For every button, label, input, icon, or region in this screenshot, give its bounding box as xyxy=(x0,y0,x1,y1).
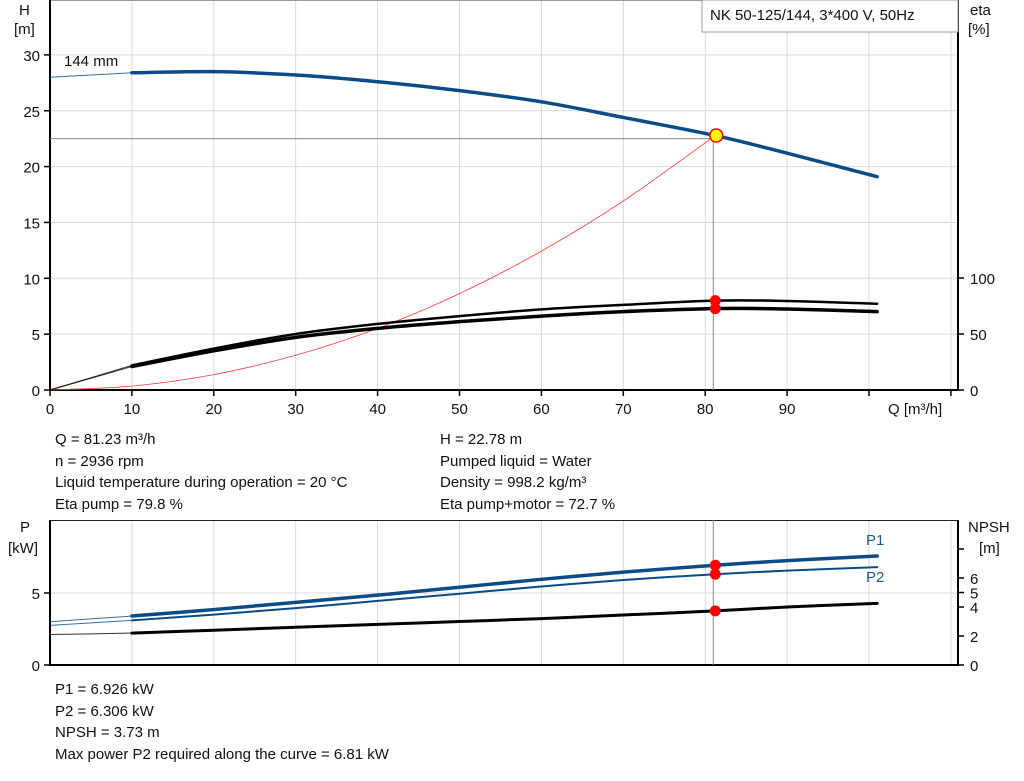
h-tick-label: 20 xyxy=(23,160,40,177)
h-tick-label: 30 xyxy=(23,48,40,65)
temperature-value: Liquid temperature during operation = 20… xyxy=(55,474,348,491)
p2-curve-extrapolated xyxy=(49,619,132,626)
npsh-axis-unit: [m] xyxy=(979,540,1000,557)
h-axis-unit: [m] xyxy=(14,21,35,38)
npsh-tick-label: 0 xyxy=(970,658,978,675)
markers xyxy=(709,128,724,617)
p2-curve xyxy=(130,566,879,622)
eta-pump-motor-curve xyxy=(130,306,879,369)
eta-pump-motor-value: Eta pump+motor = 72.7 % xyxy=(440,495,616,513)
system-curve xyxy=(49,135,716,391)
p1-curve-extrapolated xyxy=(49,615,132,623)
x-tick-label: 80 xyxy=(697,401,714,418)
eta-pump-motor-curve-extrapolated xyxy=(49,365,133,391)
p1-curve xyxy=(130,554,879,618)
p2-value: P2 = 6.306 kW xyxy=(55,702,154,720)
eta-pump-motor-point xyxy=(709,303,721,315)
head-curve-extrapolated xyxy=(49,72,132,78)
h-tick-label: 15 xyxy=(23,215,40,232)
p-tick-label: 0 xyxy=(32,658,40,675)
max-power-value: Max power P2 required along the curve = … xyxy=(55,745,389,763)
npsh-curve-extrapolated xyxy=(49,632,132,636)
title-box: NK 50-125/144, 3*400 V, 50Hz xyxy=(701,0,959,33)
x-tick-label: 90 xyxy=(779,401,796,418)
p-axis-label: P xyxy=(20,519,30,536)
eta-axis-unit: [%] xyxy=(968,21,990,38)
x-tick-label: 70 xyxy=(615,401,632,418)
h-tick-label: 0 xyxy=(32,383,40,400)
npsh-point xyxy=(709,605,721,617)
npsh-tick-label: 6 xyxy=(970,571,978,588)
x-tick-label: 60 xyxy=(533,401,550,418)
npsh-tick-label: 5 xyxy=(970,586,978,603)
head-curve xyxy=(130,69,879,179)
x-tick-label: 50 xyxy=(451,401,468,418)
operating-info-right: H = 22.78 m Pumped liquid = Water Densit… xyxy=(440,429,615,515)
h-tick-label: 25 xyxy=(23,104,40,121)
eta-pump-value: Eta pump = 79.8 % xyxy=(55,495,183,513)
grid xyxy=(50,0,958,665)
impeller-label: 144 mm xyxy=(64,53,118,70)
duty-point xyxy=(709,128,724,143)
chart-title: NK 50-125/144, 3*400 V, 50Hz xyxy=(710,7,915,24)
head-value: H = 22.78 m xyxy=(440,431,523,448)
npsh-axis-label: NPSH xyxy=(968,519,1010,536)
npsh-value: NPSH = 3.73 m xyxy=(55,724,160,741)
x-tick-label: 20 xyxy=(205,401,222,418)
eta-pump-point xyxy=(709,295,721,307)
curves xyxy=(49,69,879,665)
eta-tick-label: 0 xyxy=(970,383,978,400)
flow-value: Q = 81.23 m³/h xyxy=(55,431,156,448)
q-axis-label: Q [m³/h] xyxy=(888,401,942,418)
p-tick-label: 5 xyxy=(32,586,40,603)
labels: 0 10 20 30 40 50 60 70 80 90051015202530050100050… xyxy=(23,48,995,675)
liquid-value: Pumped liquid = Water xyxy=(440,452,592,470)
h-tick-label: 5 xyxy=(32,327,40,344)
axes xyxy=(44,0,964,666)
x-tick-label: 40 xyxy=(369,401,386,418)
x-tick-label: 10 xyxy=(124,401,141,418)
eta-tick-label: 100 xyxy=(970,271,995,288)
p1-value: P1 = 6.926 kW xyxy=(55,681,154,698)
p2-point xyxy=(709,568,721,580)
eta-axis-label: eta xyxy=(970,2,992,19)
h-tick-label: 10 xyxy=(23,271,40,288)
eta-pump-curve xyxy=(130,299,879,367)
p1-legend-label: P1 xyxy=(866,532,884,549)
npsh-curve xyxy=(130,601,879,635)
x-tick-label: 30 xyxy=(287,401,304,418)
x-tick-label: 0 xyxy=(46,401,54,418)
density-value: Density = 998.2 kg/m³ xyxy=(440,474,587,491)
operating-info-left: Q = 81.23 m³/h n = 2936 rpm Liquid tempe… xyxy=(55,429,347,515)
npsh-tick-label: 2 xyxy=(970,629,978,646)
npsh-tick-label: 4 xyxy=(970,600,978,617)
p1-point xyxy=(709,559,721,571)
power-info: P1 = 6.926 kW P2 = 6.306 kW NPSH = 3.73 … xyxy=(55,679,389,765)
eta-tick-label: 50 xyxy=(970,327,987,344)
p2-legend-label: P2 xyxy=(866,569,884,586)
h-axis-label: H xyxy=(19,2,30,19)
p-axis-unit: [kW] xyxy=(8,540,38,557)
speed-value: n = 2936 rpm xyxy=(55,452,144,470)
